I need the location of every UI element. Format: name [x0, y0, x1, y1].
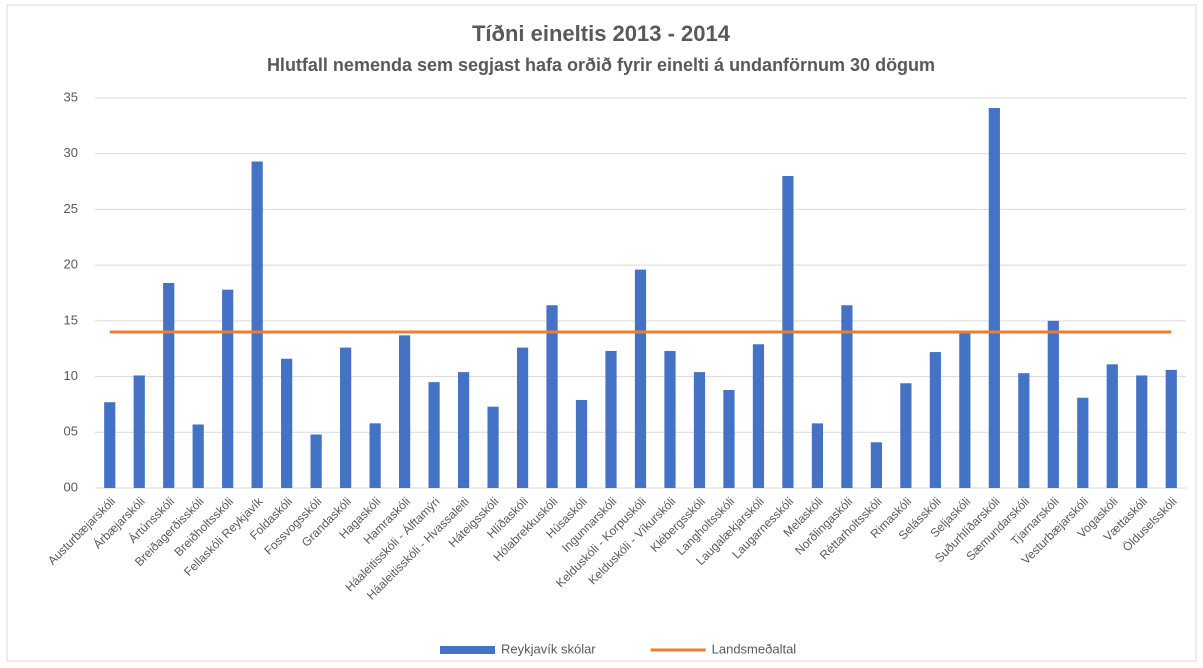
bar	[457, 372, 470, 488]
bar	[399, 335, 411, 488]
bar	[546, 305, 558, 488]
bar	[664, 350, 676, 488]
bar	[310, 434, 322, 488]
bar	[1018, 373, 1030, 488]
bar	[900, 383, 912, 488]
bar	[133, 375, 145, 488]
bar	[752, 344, 765, 488]
bar	[1106, 364, 1118, 488]
bar	[723, 389, 735, 488]
bar	[1047, 320, 1059, 488]
bar	[605, 350, 617, 488]
y-tick-label: 35	[64, 89, 78, 104]
y-tick-label: 05	[64, 424, 78, 439]
bar	[428, 382, 440, 488]
legend-label: Landsmeðaltal	[712, 641, 797, 656]
bar	[340, 347, 352, 488]
bar	[959, 333, 971, 488]
bar	[487, 406, 499, 488]
y-tick-label: 00	[64, 479, 78, 494]
legend-swatch	[440, 646, 495, 654]
bar	[104, 402, 116, 488]
bar	[222, 289, 234, 488]
chart-title: Tíðni eineltis 2013 - 2014	[472, 21, 731, 46]
bar	[870, 442, 882, 488]
y-tick-label: 25	[64, 201, 78, 216]
bar	[811, 423, 824, 488]
bar	[1077, 397, 1089, 488]
bar	[841, 305, 853, 488]
bar	[988, 108, 1000, 489]
bar	[163, 282, 175, 488]
bar	[634, 269, 647, 488]
y-tick-label: 15	[64, 312, 78, 327]
bar	[251, 161, 263, 488]
bar	[281, 358, 293, 488]
bar	[575, 399, 588, 488]
bar	[516, 347, 529, 488]
bar	[192, 424, 204, 488]
bar	[369, 423, 381, 488]
y-tick-label: 30	[64, 145, 78, 160]
y-tick-label: 20	[64, 257, 78, 272]
bar	[929, 352, 941, 488]
chart-subtitle: Hlutfall nemenda sem segjast hafa orðið …	[267, 55, 935, 75]
bar	[1165, 369, 1177, 488]
legend-label: Reykjavík skólar	[501, 641, 596, 656]
y-tick-label: 10	[64, 368, 78, 383]
bar	[693, 372, 706, 488]
bar	[1136, 375, 1148, 488]
